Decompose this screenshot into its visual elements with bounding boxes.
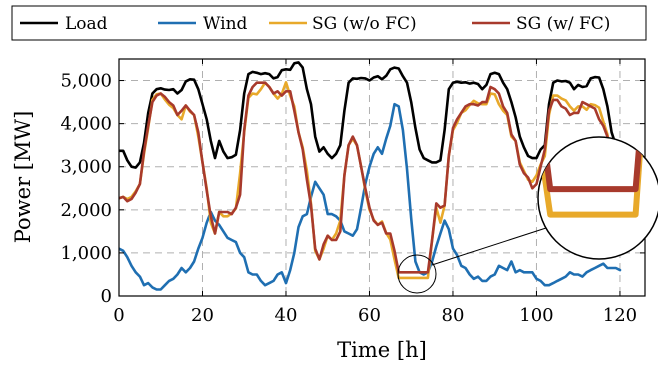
x-tick-label: 120 [603,305,637,326]
zoom-line-sg-w-o-fc [538,137,658,218]
zoom-source-circle [397,254,437,294]
legend-entry-sg-w-fc: SG (w/ FC) [472,14,610,34]
zoom-connector [431,227,547,266]
legend-label-sg-w-fc: SG (w/ FC) [516,14,610,34]
legend-entry-load: Load [20,14,108,34]
legend-box [11,5,647,41]
legend-entry-sg-wo-fc: SG (w/o FC) [269,14,417,34]
series-layer [119,61,622,291]
zoom-line-sg-w-fc [538,137,658,193]
legend-label-sg-wo-fc: SG (w/o FC) [312,14,417,34]
y-tick-label: 2,000 [60,200,112,221]
series-line-wind [119,102,622,291]
y-tick-label: 5,000 [60,71,112,92]
x-tick-label: 40 [275,305,298,326]
x-tick-label: 20 [191,305,214,326]
zoom-inset-circle [537,136,658,260]
zoom-inset [397,136,658,294]
x-tick-label: 0 [113,305,124,326]
x-tick-label: 60 [358,305,381,326]
x-tick-label: 80 [442,305,465,326]
legend-entry-wind: Wind [158,14,248,34]
legend-label-wind: Wind [203,14,248,34]
x-axis-label: Time [h] [337,338,427,362]
y-axis-label: Power [MW] [11,111,35,244]
y-tick-labels: 0 1,000 2,000 3,000 4,000 5,000 [60,71,112,307]
legend-label-load: Load [65,14,108,34]
y-tick-label: 1,000 [60,243,112,264]
y-tick-label: 3,000 [60,157,112,178]
y-tick-label: 0 [101,286,112,307]
x-tick-label: 100 [519,305,553,326]
y-tick-label: 4,000 [60,114,112,135]
zoom-inset-series [538,137,658,218]
legend: Load Wind SG (w/o FC) SG (w/ FC) [11,5,647,41]
x-tick-labels: 0 20 40 60 80 100 120 [113,305,637,326]
series-line-load [119,61,622,169]
series-line-sg-w-fc [119,81,622,274]
